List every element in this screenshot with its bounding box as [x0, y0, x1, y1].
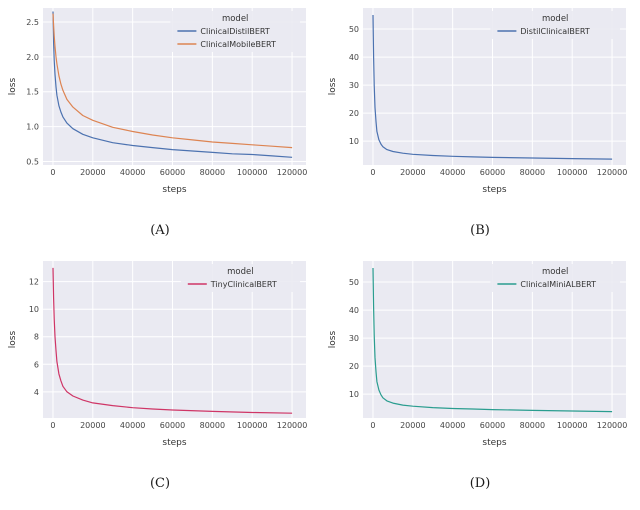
series-line [52, 13, 293, 149]
y-axis-label: loss [328, 77, 338, 95]
x-tick-label: 40000 [440, 421, 465, 430]
panel-a: 0 20000 40000 60000 80000 100000 120000 0.5 1.0 1… [0, 2, 320, 255]
x-tick-label: 100000 [557, 421, 588, 430]
x-tick-label: 100000 [237, 168, 268, 177]
x-tick-label: 40000 [120, 168, 145, 177]
caption-d: (D) [469, 476, 491, 491]
panel-d: 0 20000 40000 60000 80000 100000 120000 10 20 30 4… [320, 255, 640, 508]
x-tick-label: 100000 [557, 168, 588, 177]
y-tick-label: 40 [349, 306, 359, 315]
y-tick-label: 10 [349, 137, 359, 146]
chart-d: 0 20000 40000 60000 80000 100000 120000 10 20 30 4… [328, 261, 628, 448]
y-axis-label: loss [8, 77, 18, 95]
panel-b: 0 20000 40000 60000 80000 100000 120000 10 20 30 4… [320, 2, 640, 255]
y-tick-label: 8 [34, 333, 39, 342]
x-axis-label: steps [162, 185, 186, 195]
legend-entry-label: ClinicalDistilBERT [200, 27, 270, 36]
x-tick-label: 120000 [597, 421, 628, 430]
series-line [372, 14, 613, 160]
x-tick-label: 40000 [440, 168, 465, 177]
y-tick-label: 1.0 [26, 123, 39, 132]
x-tick-label: 120000 [277, 421, 308, 430]
y-tick-label: 40 [349, 53, 359, 62]
y-tick-label: 30 [349, 334, 359, 343]
x-tick-label: 100000 [237, 421, 268, 430]
y-tick-label: 20 [349, 362, 359, 371]
x-tick-label: 120000 [597, 168, 628, 177]
caption-c: (C) [149, 476, 171, 491]
y-tick-label: 20 [349, 109, 359, 118]
x-tick-label: 20000 [80, 168, 105, 177]
y-axis-label: loss [8, 330, 18, 348]
legend-entry-label: TinyClinicalBERT [210, 280, 277, 289]
x-tick-label: 80000 [520, 421, 545, 430]
x-tick-label: 60000 [480, 421, 505, 430]
x-tick-label: 20000 [80, 421, 105, 430]
x-tick-label: 0 [370, 421, 375, 430]
y-tick-label: 30 [349, 81, 359, 90]
y-tick-label: 0.5 [26, 158, 39, 167]
legend-title: model [222, 14, 248, 24]
y-tick-label: 10 [29, 305, 39, 314]
legend-entry-label: DistilClinicalBERT [520, 27, 590, 36]
series-line [372, 267, 613, 413]
legend-title: model [542, 267, 568, 277]
y-tick-label: 12 [29, 278, 39, 287]
x-tick-label: 40000 [120, 421, 145, 430]
y-tick-label: 2.5 [26, 18, 39, 27]
y-tick-label: 10 [349, 390, 359, 399]
x-tick-label: 20000 [400, 168, 425, 177]
y-tick-label: 1.5 [26, 88, 39, 97]
x-tick-label: 0 [50, 421, 55, 430]
y-tick-label: 4 [34, 388, 39, 397]
x-tick-label: 20000 [400, 421, 425, 430]
x-tick-label: 0 [370, 168, 375, 177]
panel-c: 0 20000 40000 60000 80000 100000 120000 4 6 8 10 12… [0, 255, 320, 508]
series-line [52, 267, 293, 414]
x-tick-label: 60000 [480, 168, 505, 177]
x-axis-label: steps [482, 438, 506, 448]
legend-box [490, 264, 620, 292]
x-tick-label: 80000 [520, 168, 545, 177]
y-axis-label: loss [328, 330, 338, 348]
legend-entry-label: ClinicalMiniALBERT [520, 280, 596, 289]
chart-b: 0 20000 40000 60000 80000 100000 120000 10 20 30 4… [328, 8, 628, 195]
legend-entry-label: ClinicalMobileBERT [200, 40, 276, 49]
x-tick-label: 80000 [200, 421, 225, 430]
caption-b: (B) [470, 223, 490, 238]
chart-a: 0 20000 40000 60000 80000 100000 120000 0.5 1.0 1… [8, 8, 308, 195]
series-line [52, 11, 293, 158]
legend-box [180, 264, 300, 292]
y-tick-label: 50 [349, 278, 359, 287]
legend-box [490, 11, 620, 39]
x-tick-label: 60000 [160, 168, 185, 177]
y-tick-label: 6 [34, 360, 39, 369]
x-tick-label: 0 [50, 168, 55, 177]
x-tick-label: 120000 [277, 168, 308, 177]
x-axis-label: steps [162, 438, 186, 448]
caption-a: (A) [150, 223, 170, 238]
chart-c: 0 20000 40000 60000 80000 100000 120000 4 6 8 10 12… [8, 261, 308, 448]
x-axis-label: steps [482, 185, 506, 195]
legend-title: model [542, 14, 568, 24]
x-tick-label: 60000 [160, 421, 185, 430]
y-tick-label: 2.0 [26, 53, 39, 62]
legend-title: model [227, 267, 253, 277]
y-tick-label: 50 [349, 25, 359, 34]
x-tick-label: 80000 [200, 168, 225, 177]
